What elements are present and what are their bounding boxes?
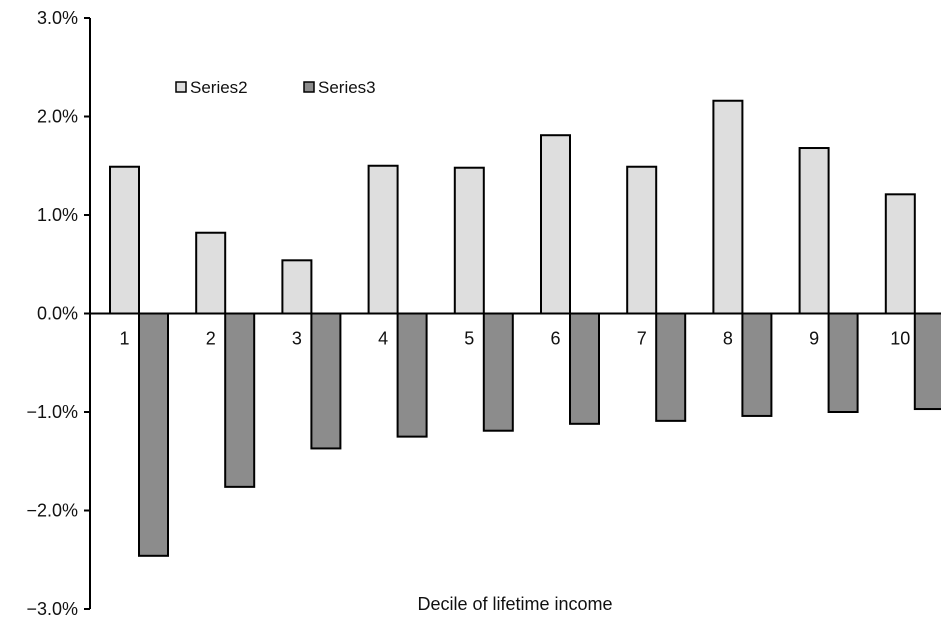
bar-series3-10 — [913, 312, 941, 411]
bar-series3-5 — [482, 312, 514, 432]
category-label: 7 — [637, 329, 647, 349]
bar-series3-7 — [655, 312, 687, 422]
category-label: 6 — [550, 329, 560, 349]
y-tick-label: −3.0% — [26, 599, 78, 619]
bar-series3-3 — [310, 312, 342, 450]
category-label: 8 — [723, 329, 733, 349]
bar-series2-1 — [109, 165, 140, 315]
category-label: 9 — [809, 329, 819, 349]
y-tick-label: 1.0% — [37, 205, 78, 225]
category-label: 10 — [890, 329, 910, 349]
bar-series2-2 — [195, 231, 227, 315]
category-label: 2 — [206, 329, 216, 349]
bar-series3-9 — [827, 312, 859, 413]
y-tick-label: −2.0% — [26, 501, 78, 521]
category-label: 5 — [464, 329, 474, 349]
bars — [109, 99, 941, 557]
bar-series3-8 — [741, 312, 773, 417]
bar-series2-8 — [712, 99, 744, 315]
x-axis-title: Decile of lifetime income — [417, 594, 612, 614]
legend: Series2 Series3 — [175, 78, 376, 97]
bar-series3-1 — [138, 312, 169, 557]
bar-series2-10 — [884, 193, 916, 315]
legend-label-series3: Series3 — [318, 78, 376, 97]
bar-series3-4 — [396, 312, 428, 438]
bar-series2-4 — [367, 164, 399, 315]
bar-series3-2 — [224, 312, 256, 488]
y-tick-label: −1.0% — [26, 402, 78, 422]
legend-swatch-series2 — [175, 81, 187, 93]
category-label: 3 — [292, 329, 302, 349]
category-labels: 1 2 3 4 5 6 7 8 9 10 — [119, 329, 910, 349]
y-tick-label: 2.0% — [37, 107, 78, 127]
bar-series2-5 — [453, 166, 485, 315]
y-tick-label: 0.0% — [37, 304, 78, 324]
bar-series2-3 — [281, 259, 313, 315]
category-label: 1 — [119, 329, 129, 349]
bar-series2-6 — [540, 134, 571, 315]
legend-label-series2: Series2 — [190, 78, 248, 97]
legend-swatch-series3 — [303, 81, 315, 93]
y-axis: 3.0% 2.0% 1.0% 0.0% −1.0% −2.0% −3.0% — [26, 8, 91, 619]
bar-series3-6 — [569, 312, 600, 425]
category-label: 4 — [378, 329, 388, 349]
bar-series2-9 — [798, 147, 830, 315]
y-tick-label: 3.0% — [37, 8, 78, 28]
bar-series2-7 — [626, 165, 658, 315]
